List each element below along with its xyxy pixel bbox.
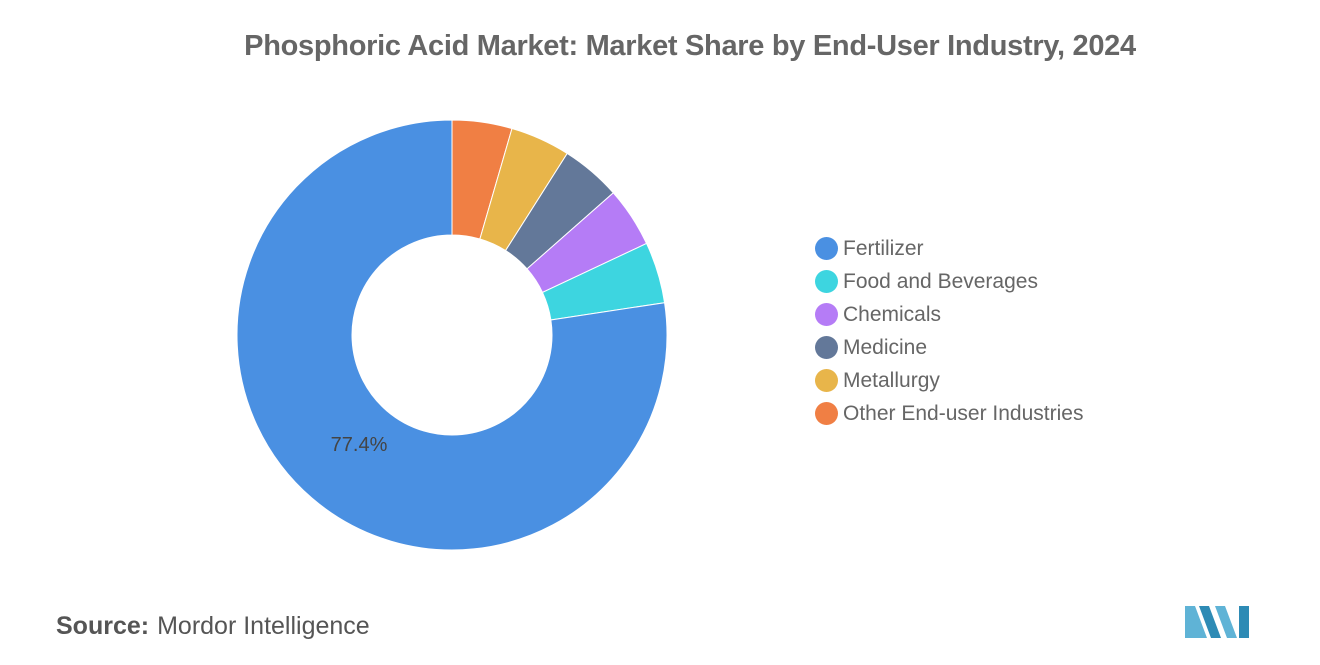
- legend-label: Food and Beverages: [843, 269, 1038, 293]
- legend-swatch: [815, 336, 838, 359]
- slice-data-label: 77.4%: [331, 434, 388, 456]
- chart-title: Phosphoric Acid Market: Market Share by …: [244, 30, 1136, 62]
- legend-label: Medicine: [843, 335, 928, 359]
- legend-label: Chemicals: [843, 302, 942, 326]
- legend-label: Fertilizer: [843, 236, 924, 260]
- source-text: Mordor Intelligence: [157, 612, 370, 640]
- legend-item: Medicine: [815, 331, 1083, 364]
- legend-item: Chemicals: [815, 298, 1083, 331]
- mordor-intelligence-logo: [1185, 606, 1249, 638]
- legend-label: Metallurgy: [843, 368, 940, 392]
- source-attribution: Source: Mordor Intelligence: [56, 612, 370, 641]
- source-label: Source:: [56, 612, 150, 640]
- legend-item: Other End-user Industries: [815, 397, 1083, 430]
- legend-swatch: [815, 237, 838, 260]
- legend-item: Metallurgy: [815, 364, 1083, 397]
- legend-item: Fertilizer: [815, 232, 1083, 265]
- legend-label: Other End-user Industries: [843, 401, 1084, 425]
- legend-swatch: [815, 303, 838, 326]
- chart-legend: Fertilizer Food and Beverages Chemicals Med…: [815, 232, 1083, 430]
- slice-labels: 77.4%: [331, 434, 388, 456]
- slice-fertilizer: [236, 119, 668, 551]
- legend-swatch: [815, 402, 838, 425]
- donut-slices: [236, 119, 668, 551]
- legend-swatch: [815, 270, 838, 293]
- legend-item: Food and Beverages: [815, 265, 1083, 298]
- legend-swatch: [815, 369, 838, 392]
